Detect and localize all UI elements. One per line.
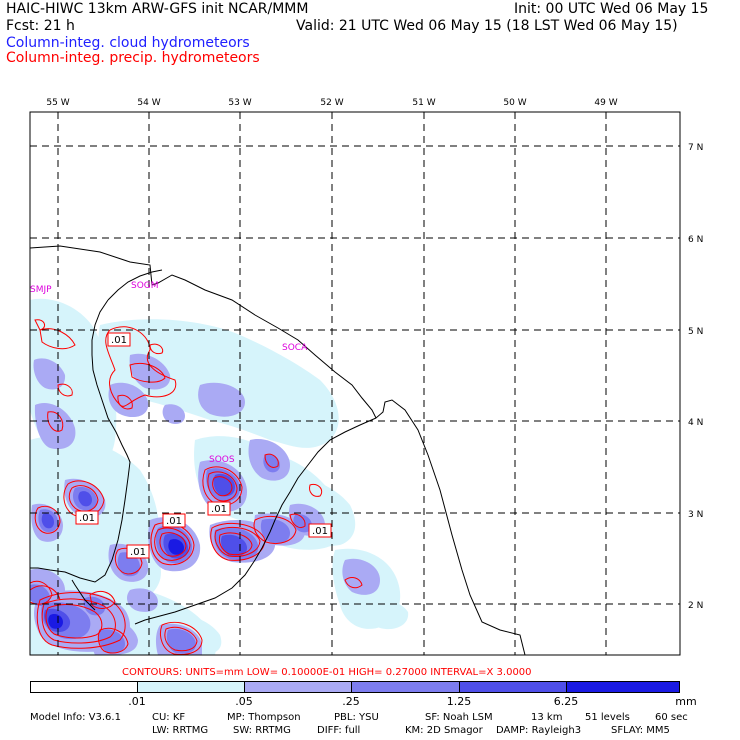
- contour-info: CONTOURS: UNITS=mm LOW= 0.10000E-01 HIGH…: [122, 667, 532, 678]
- station-label: SMJP: [30, 285, 52, 295]
- lon-label: 49 W: [594, 98, 617, 108]
- model-info: KM: 2D Smagor: [405, 725, 483, 736]
- lon-label: 51 W: [412, 98, 435, 108]
- station-label: SOGM: [131, 281, 159, 291]
- model-info: MP: Thompson: [227, 712, 301, 723]
- title-line: HAIC-HIWC 13km ARW-GFS init NCAR/MMM: [6, 1, 309, 17]
- model-info: PBL: YSU: [334, 712, 379, 723]
- lon-label: 55 W: [46, 98, 69, 108]
- colorbar-label: .05: [235, 695, 253, 708]
- model-info: Model Info: V3.6.1: [30, 712, 121, 723]
- forecast-hour: Fcst: 21 h: [6, 18, 75, 34]
- contour-label: .01: [130, 547, 146, 558]
- precip-field-title: Column-integ. precip. hydrometeors: [6, 50, 260, 66]
- colorbar-label: 1.25: [446, 695, 472, 708]
- station-label: SOCA: [282, 343, 308, 353]
- lat-label: 2 N: [688, 601, 703, 611]
- model-info: LW: RRTMG: [152, 725, 209, 736]
- lon-label: 54 W: [137, 98, 160, 108]
- lon-label: 52 W: [320, 98, 343, 108]
- station-label: SOOS: [209, 455, 235, 465]
- model-info: SF: Noah LSM: [425, 712, 493, 723]
- lon-label: 53 W: [228, 98, 251, 108]
- model-info: 51 levels: [585, 712, 630, 723]
- lon-label: 50 W: [503, 98, 526, 108]
- valid-time: Valid: 21 UTC Wed 06 May 15 (18 LST Wed …: [296, 18, 678, 34]
- contour-label: .01: [211, 504, 227, 515]
- model-info: 13 km: [531, 712, 563, 723]
- lat-label: 7 N: [688, 143, 703, 153]
- model-info: SFLAY: MM5: [611, 725, 670, 736]
- contour-label: .01: [312, 526, 328, 537]
- coastline: [30, 245, 526, 655]
- model-info: 60 sec: [655, 712, 688, 723]
- lat-lon-grid: [30, 112, 680, 655]
- colorbar-label: .01: [128, 695, 146, 708]
- model-info: SW: RRTMG: [233, 725, 291, 736]
- colorbar-swatch: [566, 681, 680, 693]
- model-info: CU: KF: [152, 712, 186, 723]
- precip-contours: [30, 319, 363, 655]
- colorbar-swatch: [244, 681, 351, 693]
- model-info: DAMP: Rayleigh3: [496, 725, 582, 736]
- lat-label: 3 N: [688, 510, 703, 520]
- colorbar-label: 6.25: [553, 695, 579, 708]
- model-info: DIFF: full: [317, 725, 361, 736]
- lat-label: 6 N: [688, 235, 703, 245]
- colorbar-swatch: [30, 681, 137, 693]
- map-frame: [29, 111, 681, 656]
- init-time: Init: 00 UTC Wed 06 May 15: [514, 1, 709, 17]
- colorbar-swatch: [459, 681, 566, 693]
- lat-label: 4 N: [688, 418, 703, 428]
- colorbar-label: .25: [342, 695, 360, 708]
- colorbar-swatch: [351, 681, 459, 693]
- cloud-field-title: Column-integ. cloud hydrometeors: [6, 35, 250, 51]
- colorbar-swatch: [137, 681, 244, 693]
- contour-label-boxes: [75, 332, 332, 559]
- contour-label: .01: [166, 516, 182, 527]
- contour-label: .01: [79, 513, 95, 524]
- colorbar-unit: mm: [675, 695, 697, 708]
- contour-label: .01: [111, 335, 127, 346]
- lat-label: 5 N: [688, 327, 703, 337]
